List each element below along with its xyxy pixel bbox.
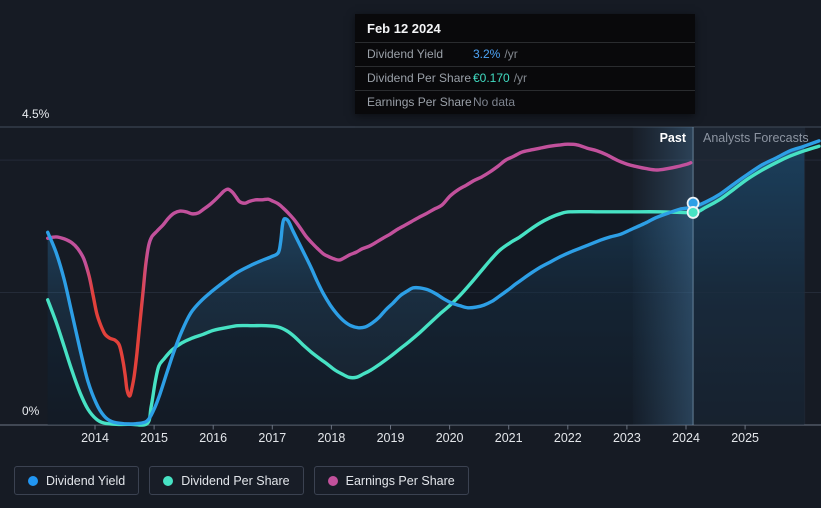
x-axis-label-2017: 2017	[258, 431, 287, 445]
earnings-per-share-line	[46, 142, 693, 398]
dividend-yield-line	[46, 139, 821, 426]
dividend-per-share-dot-icon	[163, 475, 174, 486]
legend-item-dividend-per-share[interactable]: Dividend Per Share	[149, 466, 304, 495]
tooltip-value: 3.2%	[473, 47, 501, 61]
analysts-forecasts-label: Analysts Forecasts	[703, 131, 809, 145]
tooltip-row-dividend-yield: Dividend Yield 3.2% /yr	[355, 42, 695, 66]
dividend-yield-dot-icon	[28, 475, 38, 486]
chart-tooltip: Feb 12 2024 Dividend Yield 3.2% /yr Divi…	[355, 14, 695, 114]
chart-legend: Dividend Yield Dividend Per Share Earnin…	[14, 466, 469, 495]
y-axis-max-label: 4.5%	[22, 107, 50, 121]
tooltip-date: Feb 12 2024	[367, 21, 441, 36]
dividend-yield-area	[47, 146, 805, 425]
x-axis-label-2024: 2024	[672, 431, 700, 445]
earnings-per-share-dot-icon	[327, 475, 338, 486]
tooltip-label: Earnings Per Share	[367, 95, 472, 109]
tooltip-value: No data	[473, 95, 516, 109]
x-axis-label-2016: 2016	[199, 431, 228, 445]
tooltip-unit: /yr	[504, 47, 518, 61]
legend-item-earnings-per-share[interactable]: Earnings Per Share	[313, 466, 469, 495]
dividend-per-share-line	[46, 144, 821, 427]
tooltip-row-dividend-per-share: Dividend Per Share €0.170 /yr	[355, 66, 695, 90]
x-axis-label-2015: 2015	[140, 431, 168, 445]
dividend-per-share-area	[47, 150, 805, 426]
dividend_per_share-marker[interactable]	[686, 206, 700, 219]
legend-label: Dividend Yield	[46, 473, 126, 488]
legend-label: Dividend Per Share	[181, 473, 290, 488]
x-axis-label-2025: 2025	[731, 431, 759, 445]
x-axis-label-2019: 2019	[376, 431, 405, 445]
tooltip-value: €0.170	[473, 71, 510, 85]
past-region-label: Past	[659, 131, 686, 145]
tooltip-label: Dividend Per Share	[367, 71, 472, 85]
tooltip-unit: /yr	[513, 71, 528, 85]
x-axis-label-2018: 2018	[317, 431, 346, 445]
tooltip-label: Dividend Yield	[367, 47, 444, 61]
legend-label: Earnings Per Share	[345, 473, 455, 488]
legend-item-dividend-yield[interactable]: Dividend Yield	[14, 466, 140, 495]
past-highlight-band	[632, 127, 694, 425]
tooltip-row-earnings-per-share: Earnings Per Share No data	[355, 90, 695, 114]
x-axis-label-2014: 2014	[81, 431, 109, 445]
x-axis-label-2023: 2023	[612, 431, 641, 445]
x-axis-label-2021: 2021	[494, 431, 523, 445]
x-axis-label-2020: 2020	[435, 431, 464, 445]
y-axis-min-label: 0%	[22, 404, 40, 418]
x-axis-label-2022: 2022	[553, 431, 582, 445]
